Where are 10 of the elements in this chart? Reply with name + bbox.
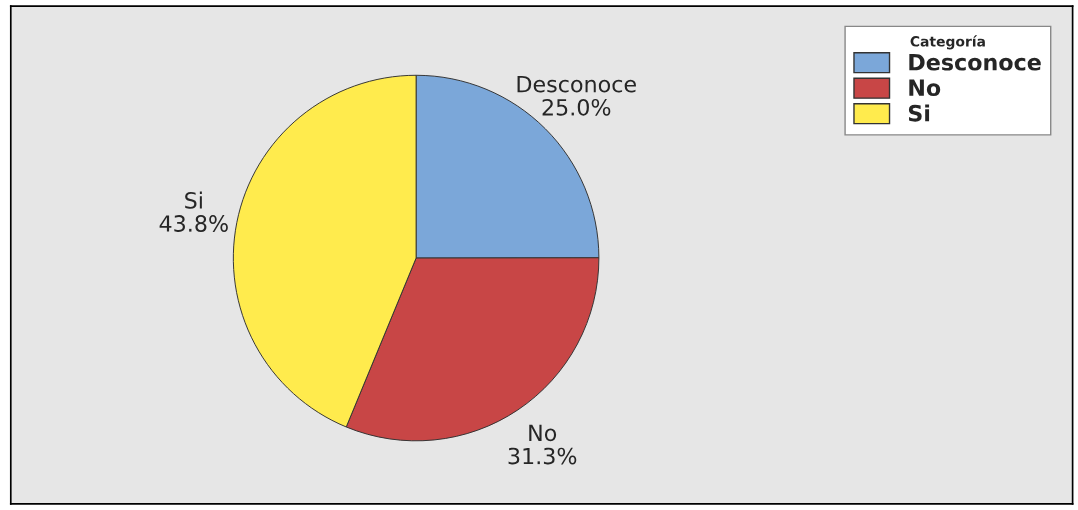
data-label: 31.3% xyxy=(508,447,577,465)
data-label: 25.0% xyxy=(542,98,611,116)
legend-label: Desconoce xyxy=(909,54,1041,71)
data-label: 43.8% xyxy=(159,215,228,232)
slice-label: Si xyxy=(185,191,202,209)
legend-title: Categoría xyxy=(910,35,985,50)
legend-label: No xyxy=(909,79,941,97)
slice-label: No xyxy=(529,424,557,442)
slice-label: Desconoce xyxy=(517,76,636,93)
legend-label: Si xyxy=(908,104,930,122)
